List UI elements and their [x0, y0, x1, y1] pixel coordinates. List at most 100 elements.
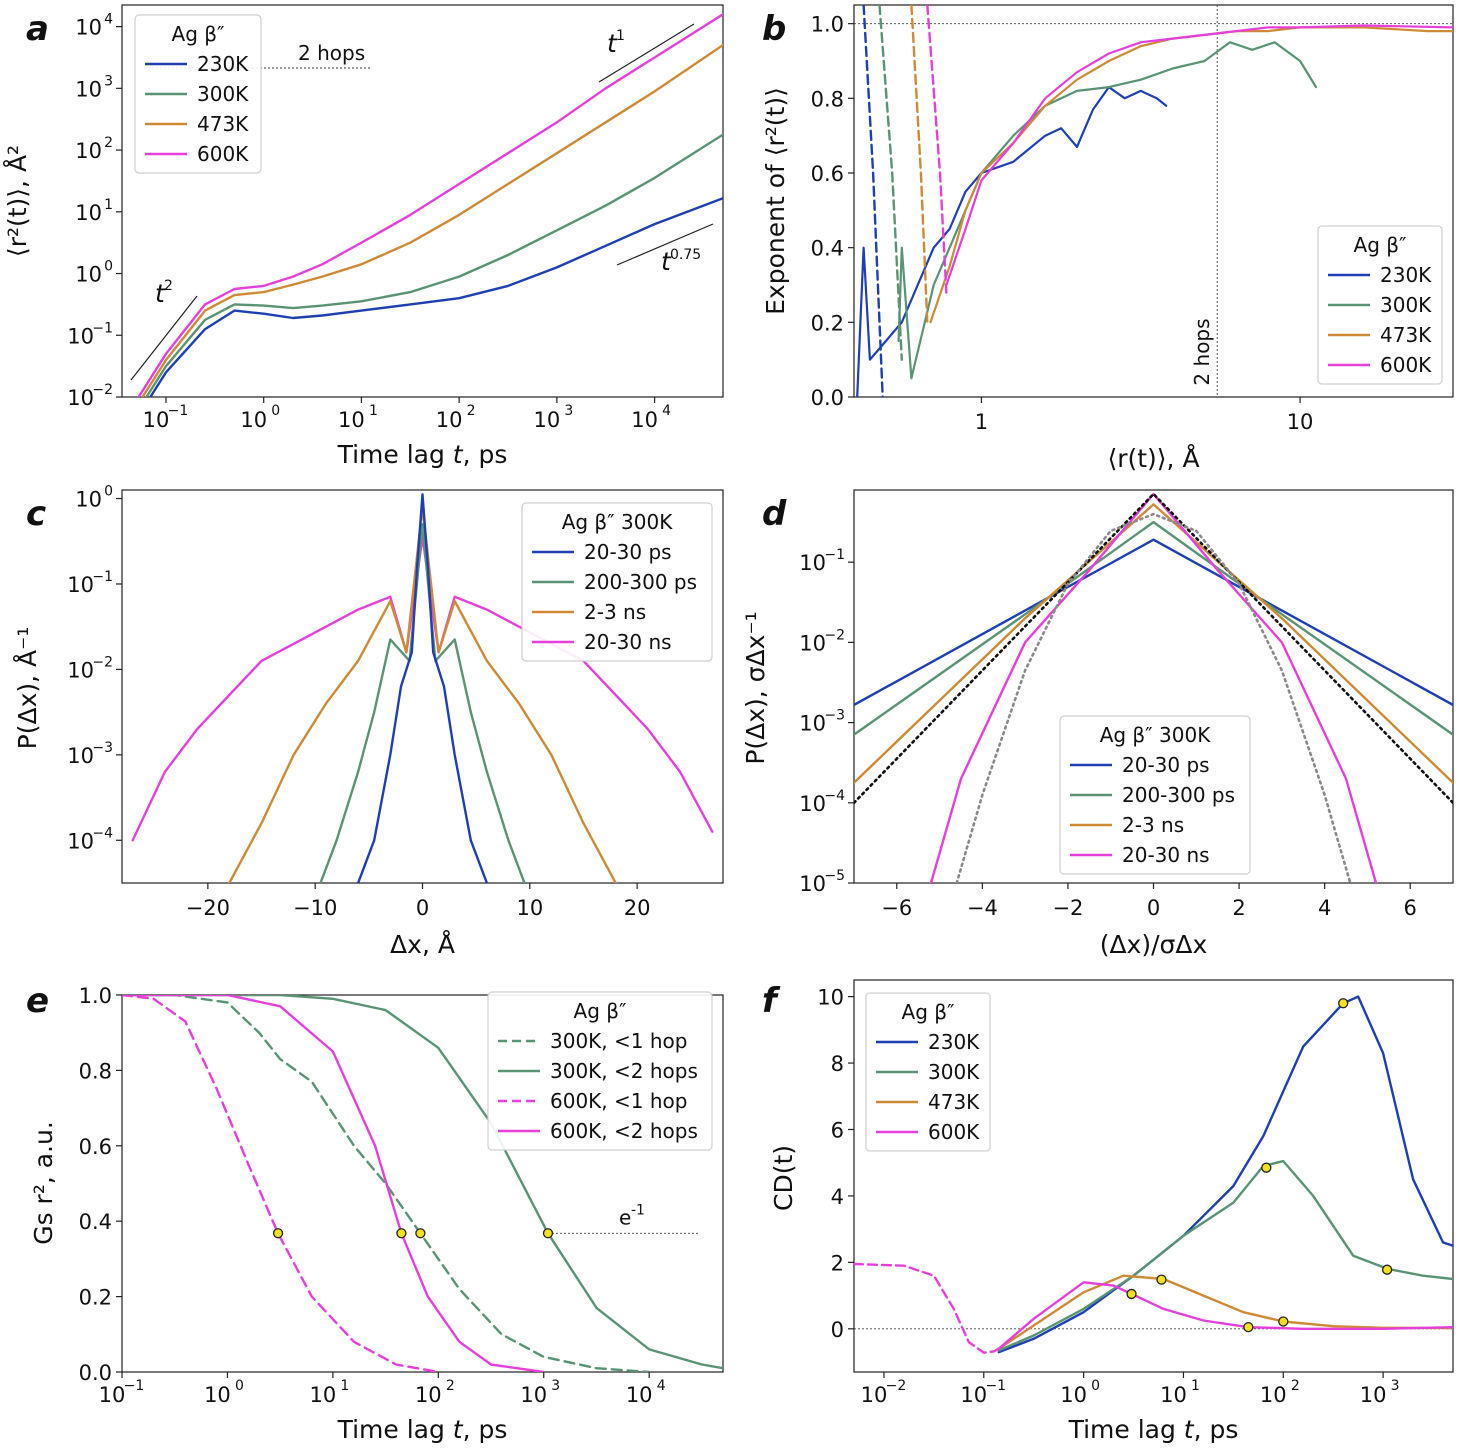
e-inverse-marker [415, 1228, 426, 1239]
y-tick-label-d: 10 [799, 631, 826, 655]
slope-t075-line [616, 223, 714, 266]
y-tick-exp-d: −1 [824, 547, 845, 563]
y-tick-label-f: 8 [831, 1052, 844, 1076]
reference-exponential [854, 492, 1453, 805]
y-tick-exp-c: −3 [92, 740, 113, 756]
x-tick-label-e: 10 [310, 1383, 337, 1407]
y-tick-label-b: 0.4 [811, 237, 844, 261]
legend-box-b [1317, 225, 1443, 385]
y-tick-label-a: 10 [67, 386, 94, 410]
x-tick-exp-a: 2 [467, 403, 476, 419]
y-tick-label-e: 0.6 [79, 1135, 112, 1159]
y-tick-exp-c: −1 [92, 569, 113, 585]
x-tick-label-a: 10 [338, 408, 365, 432]
y-tick-label-c: 10 [67, 829, 94, 853]
y-tick-exp-c: 0 [104, 484, 113, 500]
series-line-600K [997, 1281, 1453, 1350]
y-tick-exp-a: 1 [104, 197, 113, 213]
series-dashed-230K [862, 5, 884, 397]
legend-title: Ag β″ 300K [562, 510, 674, 534]
x-tick-label-d: 6 [1404, 896, 1417, 920]
x-tick-label-d: 0 [1147, 896, 1160, 920]
series-line-300K [145, 133, 723, 397]
x-tick-label-d: 2 [1232, 896, 1245, 920]
y-tick-exp-a: −2 [92, 382, 113, 398]
legend-title: Ag β″ [172, 22, 225, 46]
y-tick-label-b: 0.0 [811, 386, 844, 410]
legend-entry: 300K, <1 hop [550, 1029, 687, 1053]
y-tick-label-e: 0.2 [79, 1286, 112, 1310]
slope-t2-label: t [155, 279, 166, 308]
y-axis-label-c: P(Δx), Å⁻¹ [13, 627, 42, 750]
series-group-b [854, 5, 1453, 397]
series-group-a [137, 13, 723, 397]
x-tick-exp-f: −2 [886, 1378, 907, 1394]
legend-entry: 230K [928, 1030, 980, 1054]
legend-box-d [1059, 715, 1251, 875]
y-tick-label-a: 10 [75, 16, 102, 40]
x-tick-exp-a: 4 [662, 403, 671, 419]
plot-frame-f [853, 979, 1454, 1373]
x-tick-exp-f: −1 [985, 1378, 1006, 1394]
legend-entry: 300K [928, 1060, 980, 1084]
x-tick-exp-e: 4 [657, 1378, 666, 1394]
y-tick-label-b: 0.6 [811, 162, 844, 186]
x-tick-label-b: 1 [975, 410, 988, 434]
x-axis-label-var: t [1184, 1415, 1195, 1444]
x-tick-exp-e: 0 [235, 1378, 244, 1394]
slope-t2-exp: 2 [164, 278, 173, 294]
series-line-20-30 ps [356, 493, 489, 883]
x-tick-label-f: 10 [1160, 1383, 1187, 1407]
legend-entry: 300K [1380, 293, 1432, 317]
y-tick-label-a: 10 [67, 324, 94, 348]
x-tick-exp-e: 1 [340, 1378, 349, 1394]
panel-e-self-van-hove: e -110−1 10 0 10 1 10 2 10 3 10 40.00.20.40.60.81.0… [29, 984, 724, 1444]
y-tick-label-e: 0.4 [79, 1210, 112, 1234]
plot-frame-e [121, 994, 724, 1373]
x-axis-label-post: , ps [1194, 1415, 1239, 1444]
legend-entry: 230K [197, 52, 249, 76]
y-tick-label-d: 10 [799, 712, 826, 736]
x-axis-label-d: (Δx)/σΔx [1100, 930, 1208, 959]
legend-box-a [134, 14, 262, 174]
y-tick-label-b: 0.8 [811, 87, 844, 111]
series-dashed-473K [910, 5, 929, 324]
legend-entry: 600K [197, 142, 249, 166]
slope-t075-exp: 0.75 [670, 247, 701, 263]
x-axis-label-c: Δx, Å [390, 930, 455, 959]
series-line-2-3 ns [854, 503, 1453, 784]
x-tick-label-f: 10 [1060, 1383, 1087, 1407]
x-axis-label-var: t [453, 440, 464, 469]
x-tick-label-d: −4 [967, 896, 998, 920]
legend-entry: 300K [197, 82, 249, 106]
series-line-20-30 ps [854, 538, 1453, 707]
x-tick-label-f: 10 [1260, 1383, 1287, 1407]
x-tick-label-c: −20 [186, 896, 230, 920]
x-tick-exp-f: 2 [1291, 1378, 1300, 1394]
legend-entry: 20-30 ns [1122, 843, 1210, 867]
x-tick-label-e: 10 [204, 1383, 231, 1407]
legend-entry: 20-30 ns [584, 630, 672, 654]
legend-box-c [521, 502, 713, 662]
series-line-230K [148, 197, 723, 397]
timescale-marker [1278, 1316, 1289, 1327]
x-tick-label-c: 20 [624, 896, 651, 920]
legend-title: Ag β″ 300K [1100, 723, 1212, 747]
x-axis-label-pre: Time lag [337, 1415, 453, 1444]
legend-entry: 600K [928, 1120, 980, 1144]
x-tick-label-e: 10 [520, 1383, 547, 1407]
reference-gaussian [955, 512, 1352, 883]
x-tick-exp-f: 3 [1391, 1378, 1400, 1394]
y-tick-exp-d: −4 [824, 788, 845, 804]
legend-entry: 2-3 ns [584, 600, 646, 624]
x-axis-label-e: Time lag t, ps [337, 1415, 508, 1444]
x-tick-label-d: −2 [1052, 896, 1083, 920]
panel-d-scaled-distribution: −6 −4 −2 0 2 4 610−510−410−310−210−1(Δx)/σΔxP(… [741, 489, 1454, 959]
y-tick-exp-d: −5 [824, 868, 845, 884]
y-axis-label-b: Exponent of ⟨r²(t)⟩ [761, 87, 790, 315]
e-inverse-marker [542, 1228, 554, 1239]
slope-t1-label: t [607, 29, 618, 58]
x-tick-exp-f: 0 [1091, 1378, 1100, 1394]
